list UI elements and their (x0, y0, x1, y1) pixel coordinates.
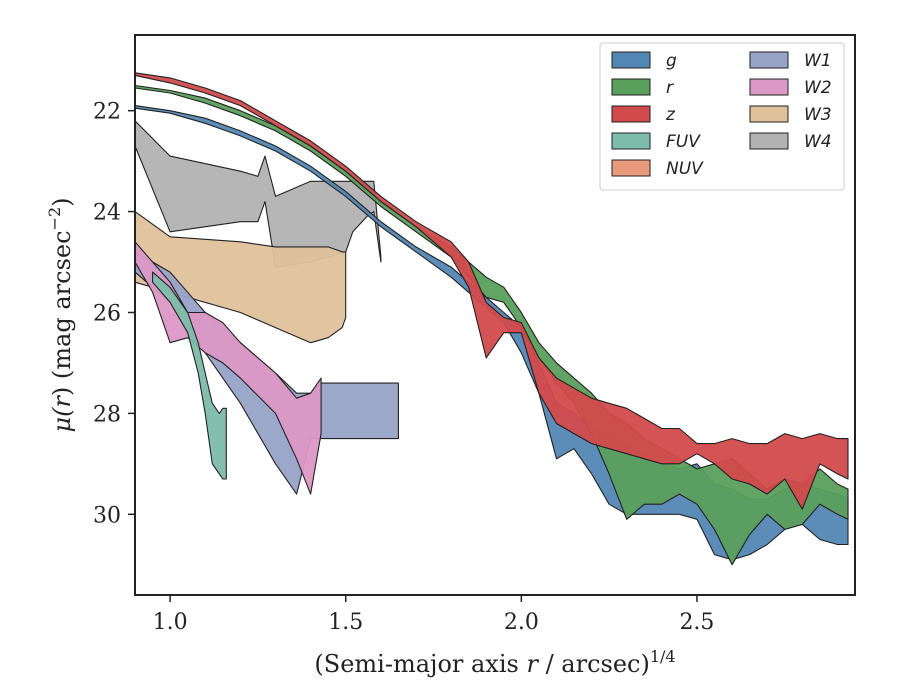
legend-label-w1: W1 (804, 51, 832, 71)
x-tick-label: 1.5 (328, 610, 363, 635)
x-axis-ticks: 1.0 1.5 2.0 2.5 (153, 595, 714, 635)
y-tick-label: 22 (93, 100, 121, 125)
legend-label-w2: W2 (804, 78, 832, 98)
legend-swatch-fuv (611, 132, 651, 150)
series-band-w4 (134, 120, 382, 268)
legend-label-w4: W4 (804, 132, 832, 152)
y-tick-label: 30 (93, 503, 121, 528)
legend-label-z: z (665, 105, 676, 125)
legend-label-g: g (666, 51, 677, 71)
x-tick-label: 1.0 (153, 610, 188, 635)
x-tick-label: 2.0 (504, 610, 539, 635)
legend-swatch-g (611, 51, 651, 69)
series-band-w3 (134, 211, 347, 344)
legend-label-r: r (666, 78, 674, 98)
legend-swatch-r (611, 78, 651, 96)
y-axis-ticks: 22 24 26 28 30 (93, 100, 135, 528)
series-band-z (134, 72, 849, 510)
x-axis-label: (Semi-major axis r / arcsec)1/4 (314, 647, 675, 678)
legend-swatch-z (611, 105, 651, 123)
series-bands (134, 72, 849, 566)
legend-swatch-w1 (749, 51, 789, 69)
y-axis-label: μ(r) (mag arcsec−2) (45, 197, 76, 432)
legend-label-w3: W3 (804, 105, 832, 125)
y-tick-label: 26 (93, 301, 121, 326)
legend-label-nuv: NUV (666, 159, 704, 179)
y-tick-label: 28 (93, 402, 121, 427)
y-tick-label: 24 (93, 201, 121, 226)
legend: grz FUV NUV W1 W2 W3 W4 (599, 42, 845, 191)
legend-swatch-w3 (749, 105, 789, 123)
plot-frame (134, 34, 856, 596)
legend-label-fuv: FUV (666, 132, 701, 152)
legend-swatch-w2 (749, 78, 789, 96)
series-band-fuv (152, 271, 227, 480)
x-tick-label: 2.5 (679, 610, 714, 635)
legend-swatch-w4 (749, 132, 789, 150)
legend-swatch-nuv (611, 159, 651, 177)
